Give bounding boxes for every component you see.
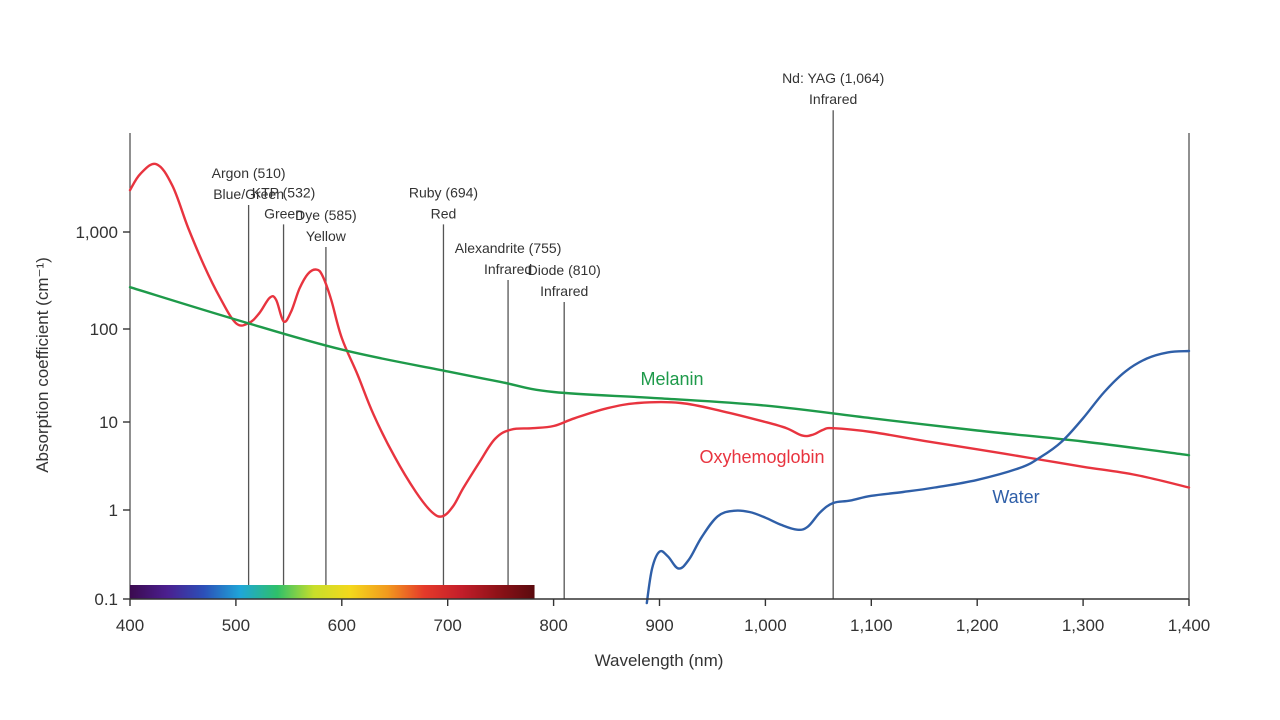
x-tick-label-1000: 1,000: [744, 616, 787, 635]
x-tick-label-1100: 1,100: [850, 616, 893, 635]
x-tick-label-900: 900: [645, 616, 673, 635]
y-tick-label-1-000: 1,000: [75, 223, 118, 242]
laser-label-dye-585: Dye (585): [295, 207, 356, 223]
laser-label-diode-810: Diode (810): [528, 262, 601, 278]
laser-label-alexandrite-755: Alexandrite (755): [455, 240, 562, 256]
x-tick-label-500: 500: [222, 616, 250, 635]
x-axis-title: Wavelength (nm): [595, 651, 724, 670]
x-tick-label-800: 800: [539, 616, 567, 635]
axes-layer: [123, 231, 1190, 606]
spectrum-bar-layer: [130, 585, 535, 599]
x-tick-label-1400: 1,400: [1168, 616, 1211, 635]
y-axis-title: Absorption coefficient (cm⁻¹): [33, 257, 52, 473]
series-line-oxyhemoglobin: [128, 162, 1191, 518]
laser-label-nd-yag-1-064: Nd: YAG (1,064): [782, 70, 884, 86]
laser-label-argon-510: Argon (510): [212, 165, 286, 181]
series-label-oxyhemoglobin: Oxyhemoglobin: [699, 447, 824, 467]
series-line-melanin: [128, 286, 1191, 457]
y-tick-label-1: 1: [109, 501, 118, 520]
laser-label-ruby-694: Ruby (694): [409, 184, 478, 200]
x-tick-label-600: 600: [328, 616, 356, 635]
x-tick-label-1300: 1,300: [1062, 616, 1105, 635]
laser-sublabel-nd-yag-1-064: Infrared: [809, 91, 857, 107]
laser-sublabel-argon-510: Blue/Green: [213, 186, 284, 202]
laser-sublabel-alexandrite-755: Infrared: [484, 261, 532, 277]
laser-sublabel-dye-585: Yellow: [306, 228, 347, 244]
x-tick-label-1200: 1,200: [956, 616, 999, 635]
x-tick-label-400: 400: [116, 616, 144, 635]
laser-lines-layer: [129, 110, 1190, 599]
x-tick-label-700: 700: [434, 616, 462, 635]
laser-label-ktp-532: KTP (532): [252, 184, 316, 200]
series-label-water: Water: [992, 487, 1039, 507]
y-tick-label-10: 10: [99, 413, 118, 432]
series-label-melanin: Melanin: [640, 369, 703, 389]
series-layer: [128, 162, 1191, 605]
y-tick-label-0-1: 0.1: [94, 590, 118, 609]
laser-sublabel-ruby-694: Red: [431, 205, 457, 221]
laser-sublabel-ktp-532: Green: [264, 205, 303, 221]
y-tick-label-100: 100: [90, 320, 118, 339]
series-line-water: [645, 349, 1191, 605]
laser-sublabel-diode-810: Infrared: [540, 283, 588, 299]
visible-spectrum-bar: [130, 585, 535, 599]
